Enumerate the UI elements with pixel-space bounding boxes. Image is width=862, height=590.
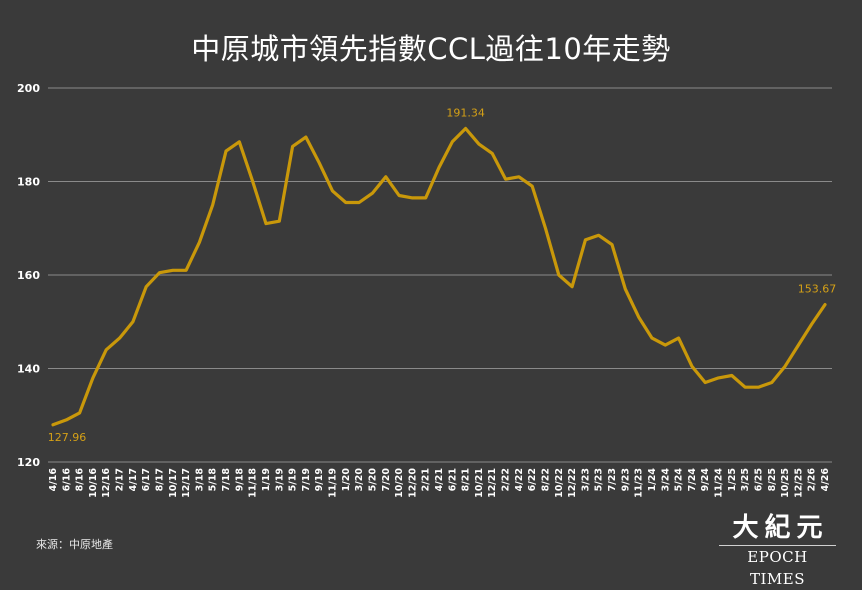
x-tick-label: 12/22 <box>567 468 578 498</box>
x-tick-label: 7/18 <box>221 468 232 492</box>
x-tick-label: 8/17 <box>154 468 165 491</box>
x-tick-label: 7/19 <box>301 468 312 491</box>
y-tick-label: 140 <box>17 363 40 376</box>
x-tick-label: 3/20 <box>354 468 365 492</box>
source-note: 來源：中原地產 <box>36 536 113 552</box>
x-tick-label: 11/24 <box>714 468 725 498</box>
data-label: 153.67 <box>798 283 837 296</box>
x-tick-label: 10/16 <box>88 468 99 498</box>
x-tick-label: 1/25 <box>727 468 738 491</box>
x-tick-label: 6/25 <box>753 468 764 491</box>
x-tick-label: 10/25 <box>780 468 791 498</box>
x-tick-label: 3/19 <box>274 468 285 491</box>
x-tick-label: 9/23 <box>620 468 631 491</box>
x-tick-label: 11/23 <box>634 468 645 498</box>
x-tick-label: 2/17 <box>115 468 126 491</box>
x-tick-label: 3/23 <box>580 468 591 491</box>
y-tick-label: 200 <box>17 82 40 95</box>
x-tick-label: 8/25 <box>767 468 778 491</box>
x-tick-label: 1/24 <box>647 468 658 492</box>
x-tick-label: 5/23 <box>594 468 605 491</box>
x-tick-label: 7/20 <box>381 468 392 492</box>
x-tick-label: 4/16 <box>48 468 59 492</box>
x-tick-label: 11/19 <box>328 468 339 498</box>
y-tick-label: 120 <box>17 456 40 469</box>
x-tick-label: 6/22 <box>527 468 538 491</box>
x-tick-label: 1/19 <box>261 468 272 491</box>
x-tick-label: 4/26 <box>820 468 831 492</box>
x-tick-label: 5/24 <box>674 468 685 492</box>
y-tick-label: 160 <box>17 269 40 282</box>
x-tick-label: 1/20 <box>341 468 352 492</box>
x-tick-label: 2/21 <box>421 468 432 491</box>
x-tick-label: 4/21 <box>434 468 445 491</box>
x-tick-label: 8/21 <box>461 468 472 491</box>
data-label: 191.34 <box>446 106 485 119</box>
series-line <box>53 129 825 425</box>
x-tick-label: 10/17 <box>168 468 179 498</box>
x-tick-label: 5/19 <box>288 468 299 491</box>
logo-english-text: EPOCH TIMES <box>719 545 836 590</box>
x-tick-label: 8/22 <box>540 468 551 491</box>
x-tick-label: 2/22 <box>501 468 512 491</box>
x-tick-label: 3/24 <box>660 468 671 492</box>
x-tick-label: 10/21 <box>474 468 485 498</box>
x-tick-label: 10/20 <box>394 468 405 498</box>
x-tick-label: 11/18 <box>248 468 259 498</box>
x-tick-label: 10/22 <box>554 468 565 498</box>
x-tick-label: 5/18 <box>208 468 219 492</box>
x-tick-label: 3/25 <box>740 468 751 491</box>
logo-chinese-text: 大紀元 <box>715 513 840 543</box>
data-label: 127.96 <box>48 431 87 444</box>
x-tick-label: 9/18 <box>234 468 245 492</box>
epoch-times-logo: 大紀元 EPOCH TIMES <box>715 513 840 575</box>
x-tick-label: 8/16 <box>75 468 86 492</box>
x-tick-label: 12/25 <box>793 468 804 498</box>
y-tick-label: 180 <box>17 176 40 189</box>
x-tick-label: 5/20 <box>367 468 378 492</box>
x-tick-label: 7/23 <box>607 468 618 491</box>
x-tick-label: 2/26 <box>807 468 818 492</box>
x-tick-label: 3/18 <box>194 468 205 492</box>
x-tick-label: 12/21 <box>487 468 498 498</box>
x-tick-label: 6/16 <box>61 468 72 492</box>
x-tick-label: 4/22 <box>514 468 525 491</box>
x-tick-label: 12/16 <box>101 468 112 498</box>
x-tick-label: 6/21 <box>447 468 458 491</box>
x-tick-label: 9/19 <box>314 468 325 491</box>
x-tick-label: 9/24 <box>700 468 711 492</box>
x-tick-label: 6/17 <box>141 468 152 491</box>
x-tick-label: 4/17 <box>128 468 139 491</box>
x-tick-label: 7/24 <box>687 468 698 492</box>
x-tick-label: 12/17 <box>181 468 192 498</box>
x-tick-label: 12/20 <box>407 468 418 498</box>
